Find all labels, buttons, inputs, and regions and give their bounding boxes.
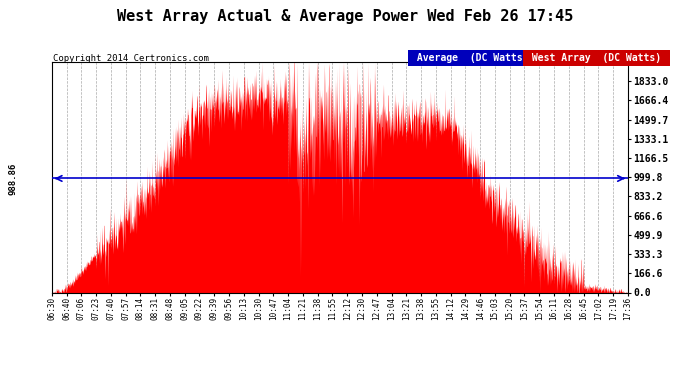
Text: Average  (DC Watts): Average (DC Watts) [411, 53, 534, 63]
Text: West Array Actual & Average Power Wed Feb 26 17:45: West Array Actual & Average Power Wed Fe… [117, 9, 573, 24]
Text: 988.86: 988.86 [8, 162, 17, 195]
Text: Copyright 2014 Certronics.com: Copyright 2014 Certronics.com [53, 54, 209, 63]
Text: West Array  (DC Watts): West Array (DC Watts) [526, 53, 667, 63]
